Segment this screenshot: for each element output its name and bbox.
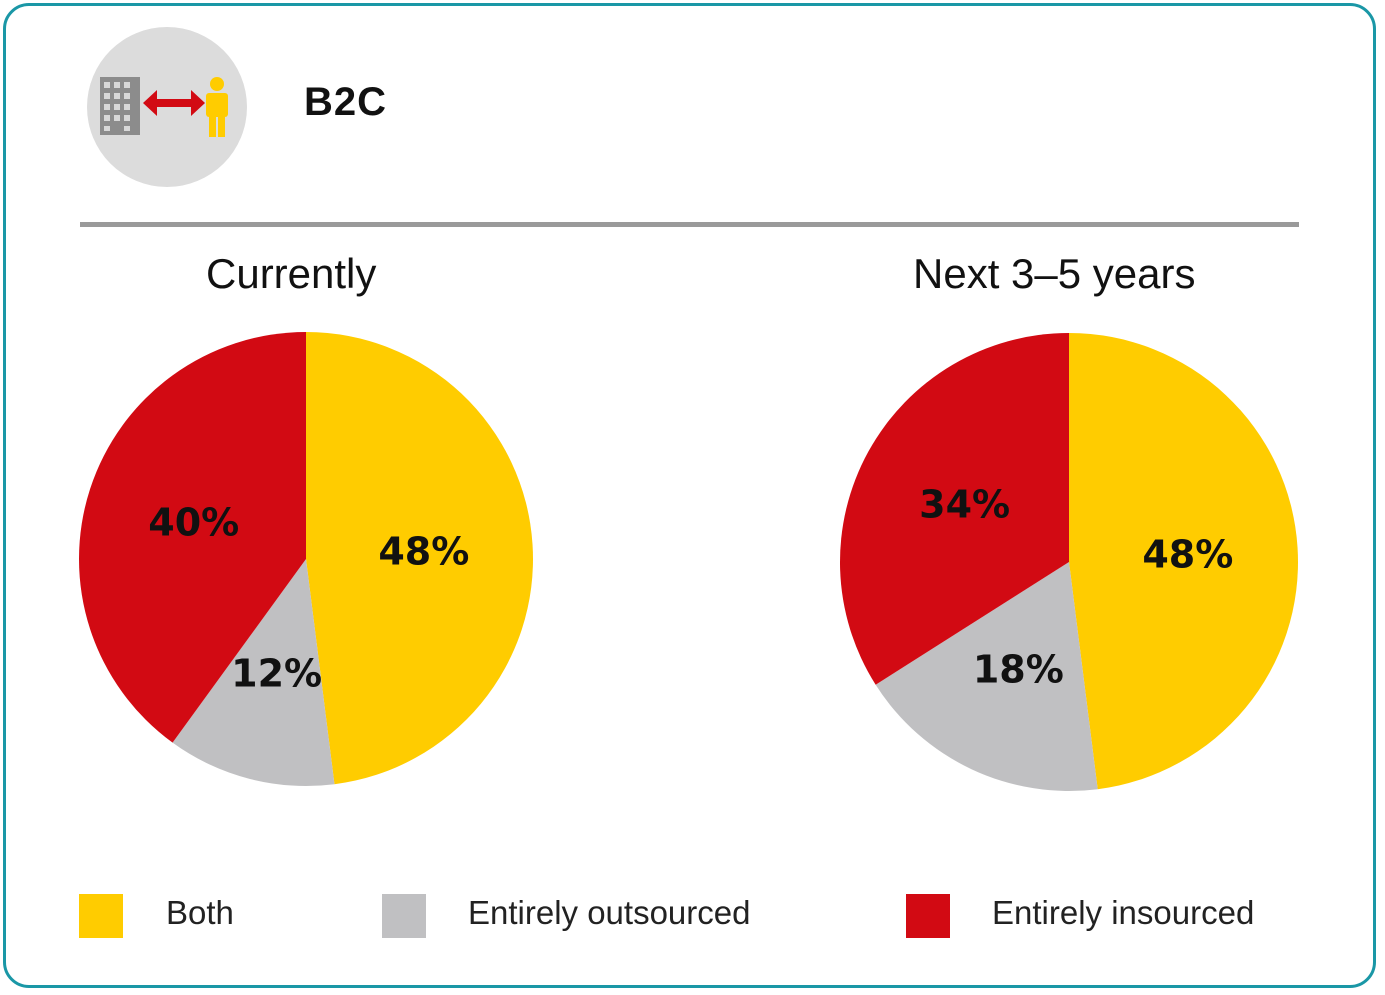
legend-swatch-outsourced: [382, 894, 426, 938]
pie-1-slice-both: [1069, 333, 1299, 790]
pie-1-label-both: 48%: [1142, 533, 1233, 577]
segment-title: B2C: [304, 80, 388, 124]
pie-1-label-insourced: 34%: [919, 483, 1010, 527]
legend-swatch-insourced: [906, 894, 950, 938]
legend-label-both: Both: [166, 894, 234, 931]
legend-swatch-both: [79, 894, 123, 938]
pie-0-slice-insourced: [79, 332, 306, 743]
building-to-person-icon: [100, 77, 228, 137]
pie-1-slice-outsourced: [875, 562, 1098, 791]
legend-label-outsourced: Entirely outsourced: [468, 894, 751, 931]
pie-title-currently: Currently: [206, 250, 377, 297]
divider: [80, 222, 1299, 227]
pie-1-label-outsourced: 18%: [973, 648, 1064, 692]
pie-0-label-outsourced: 12%: [231, 651, 322, 695]
pie-title-next-3-5-years: Next 3–5 years: [913, 250, 1196, 297]
pie-1-slice-insourced: [840, 333, 1069, 685]
pie-0-slice-outsourced: [172, 559, 335, 786]
legend-label-insourced: Entirely insourced: [992, 894, 1255, 931]
pie-0-slice-both: [306, 332, 533, 785]
pie-0-label-insourced: 40%: [148, 501, 239, 545]
pie-0-label-both: 48%: [378, 530, 469, 574]
